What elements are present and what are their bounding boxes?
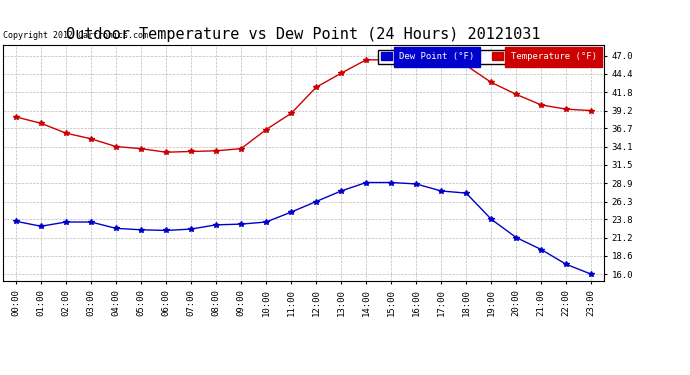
Legend: Dew Point (°F), Temperature (°F): Dew Point (°F), Temperature (°F) xyxy=(378,50,599,64)
Title: Outdoor Temperature vs Dew Point (24 Hours) 20121031: Outdoor Temperature vs Dew Point (24 Hou… xyxy=(66,27,541,42)
Text: Copyright 2012 Cartronics.com: Copyright 2012 Cartronics.com xyxy=(3,31,148,40)
